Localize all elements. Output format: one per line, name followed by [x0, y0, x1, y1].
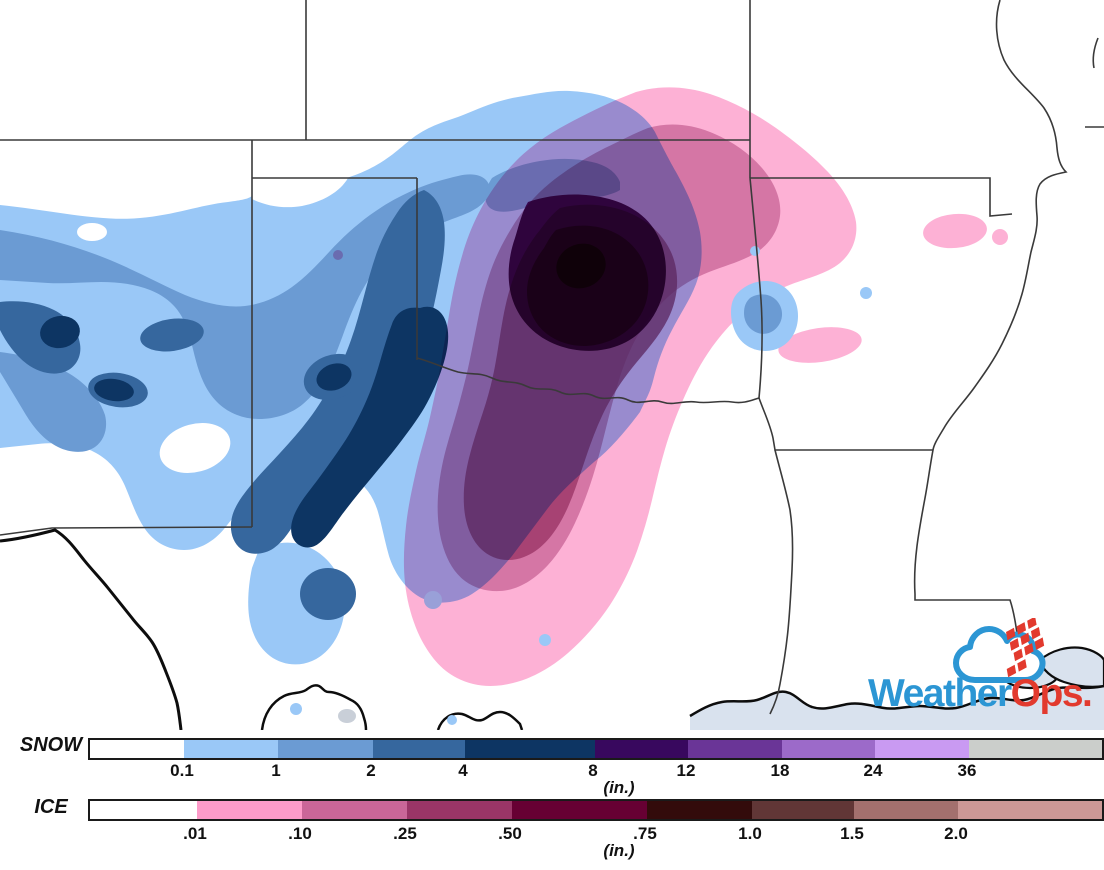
ice-band	[197, 801, 302, 819]
ice-tick-label: 1.0	[738, 824, 762, 843]
snow-tick-label: 8	[588, 761, 598, 780]
weatherops-cloud-icon	[953, 618, 1046, 683]
logo-text-weather: Weather	[868, 672, 1012, 715]
mexico-border	[0, 528, 183, 730]
ice-band	[90, 801, 197, 819]
ice-band	[647, 801, 752, 819]
snow-legend-label: SNOW	[19, 734, 83, 756]
snow-band	[875, 740, 969, 758]
logo-text-ops: Ops.	[1010, 672, 1093, 715]
snow-band	[782, 740, 875, 758]
ice-band	[407, 801, 512, 819]
snow-tick-label: 2	[366, 761, 376, 780]
snow-unit-label: (in.)	[603, 778, 635, 797]
snow-band	[90, 740, 184, 758]
ice-legend-ticks: .01 .10 .25 .50 .75 1.0 1.5 2.0	[0, 824, 1104, 844]
snow-tick-label: 0.1	[170, 761, 194, 780]
snow-band	[969, 740, 1102, 758]
snow-tick-label: 18	[770, 761, 790, 780]
snow-tick-label: 1	[271, 761, 281, 780]
ice-legend-label: ICE	[34, 796, 68, 818]
ice-tick-label: .75	[633, 824, 657, 843]
snow-band	[278, 740, 373, 758]
ice-band	[854, 801, 958, 819]
snow-tick-label: 4	[458, 761, 468, 780]
snow-band	[595, 740, 688, 758]
snow-tick-label: 12	[676, 761, 696, 780]
snow-legend-bar	[88, 738, 1104, 760]
ice-band	[958, 801, 1102, 819]
ice-band	[302, 801, 407, 819]
ice-legend-bar	[88, 799, 1104, 821]
ice-tick-label: 2.0	[944, 824, 968, 843]
state-borders	[0, 0, 1104, 715]
weather-map	[0, 0, 1104, 730]
ice-unit-label: (in.)	[603, 841, 635, 860]
weatherops-logo: WeatherOps.	[868, 672, 1093, 716]
ice-layer	[333, 87, 1008, 686]
ice-band	[752, 801, 854, 819]
snow-band	[373, 740, 465, 758]
ice-tick-label: 1.5	[840, 824, 864, 843]
snow-band	[465, 740, 595, 758]
ice-tick-label: .50	[498, 824, 522, 843]
ice-band	[512, 801, 647, 819]
ice-tick-label: .25	[393, 824, 417, 843]
snow-legend-ticks: 0.1 1 2 4 8 12 18 24 36	[0, 761, 1104, 781]
ice-tick-label: .01	[183, 824, 207, 843]
gulf-water	[260, 646, 1104, 730]
detail-spots	[424, 246, 872, 646]
snow-band	[688, 740, 782, 758]
snow-tick-label: 36	[957, 761, 977, 780]
snow-tick-label: 24	[863, 761, 883, 780]
ice-tick-label: .10	[288, 824, 312, 843]
snow-band	[184, 740, 278, 758]
